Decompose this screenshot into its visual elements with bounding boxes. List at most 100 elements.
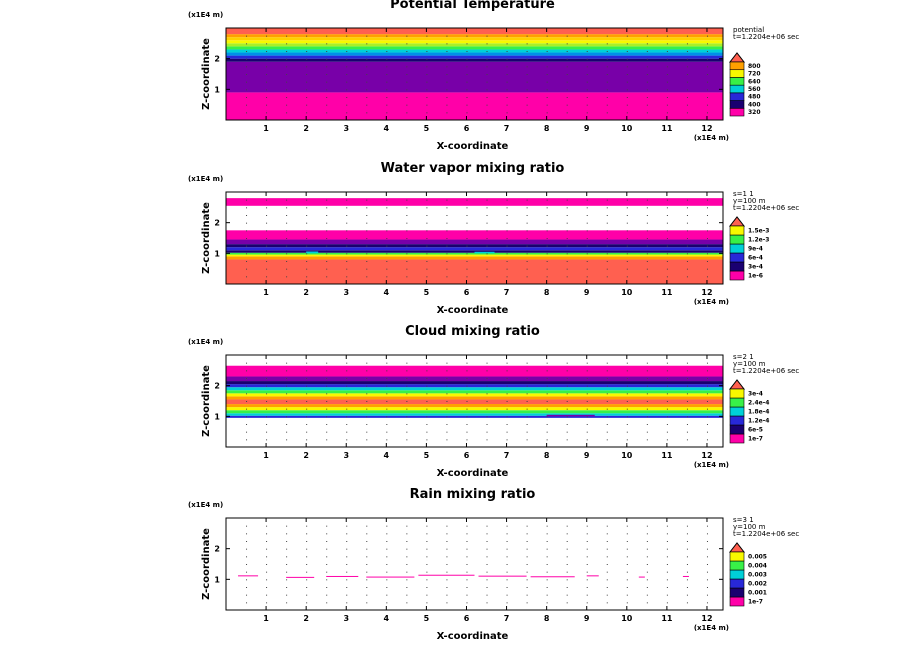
grid-dot	[586, 556, 588, 558]
grid-dot	[506, 602, 508, 604]
grid-dot	[306, 276, 308, 278]
grid-dot	[326, 602, 328, 604]
grid-dot	[566, 261, 568, 262]
grid-dot	[446, 579, 448, 581]
grid-dot	[446, 261, 448, 262]
grid-dot	[626, 393, 628, 395]
grid-dot	[246, 416, 248, 418]
grid-dot	[586, 416, 588, 418]
grid-dot	[246, 199, 248, 201]
grid-dot	[706, 245, 708, 247]
grid-dot	[266, 276, 268, 278]
grid-dot	[686, 525, 688, 527]
grid-dot	[346, 74, 348, 75]
grid-dot	[706, 525, 708, 527]
grid-dot	[426, 268, 428, 270]
grid-dot	[666, 51, 668, 52]
grid-dot	[406, 261, 408, 262]
grid-dot	[426, 276, 428, 278]
grid-dot	[406, 525, 408, 527]
grid-dot	[406, 587, 408, 588]
grid-dot	[266, 548, 268, 550]
grid-dot	[606, 74, 608, 75]
contour-band-9	[226, 230, 723, 240]
grid-dot	[686, 199, 688, 201]
x-tick-label: 11	[661, 288, 673, 297]
grid-dot	[506, 571, 508, 573]
info-line-3: t=1.2204e+06 sec	[733, 530, 799, 538]
x-unit-label: (x1E4 m)	[694, 624, 729, 632]
grid-dot	[646, 548, 648, 550]
grid-dot	[506, 199, 508, 201]
grid-dot	[366, 74, 368, 75]
grid-dot	[606, 579, 608, 581]
grid-dot	[466, 199, 468, 201]
grid-dot	[626, 525, 628, 527]
plot-frame	[225, 191, 724, 285]
grid-dot	[666, 58, 668, 60]
grid-dot	[706, 416, 708, 418]
grid-dot	[326, 43, 328, 45]
y-tick-label: 1	[214, 85, 220, 94]
grid-dot	[326, 230, 328, 232]
x-tick-label: 4	[384, 451, 390, 460]
grid-dot	[426, 89, 428, 91]
grid-dot	[486, 238, 488, 239]
grid-dot	[606, 81, 608, 83]
y-axis-label: Z-coordinate	[201, 528, 212, 600]
grid-dot	[466, 370, 468, 372]
grid-dot	[486, 533, 488, 535]
contour-band-4	[226, 252, 723, 255]
x-tick-label: 4	[384, 124, 390, 133]
grid-dot	[346, 276, 348, 278]
grid-dot	[506, 35, 508, 37]
grid-dot	[386, 602, 388, 604]
grid-dot	[506, 261, 508, 262]
grid-dot	[426, 439, 428, 441]
grid-dot	[466, 74, 468, 75]
x-tick-label: 1	[263, 614, 269, 623]
grid-dot	[286, 362, 288, 364]
y-tick-label: 2	[214, 219, 220, 228]
grid-dot	[626, 579, 628, 581]
grid-dot	[286, 385, 288, 387]
grid-dot	[466, 548, 468, 550]
grid-dot	[246, 587, 248, 588]
grid-dot	[506, 276, 508, 278]
grid-dot	[706, 579, 708, 581]
grid-dot	[266, 261, 268, 262]
grid-dot	[586, 81, 588, 83]
grid-dot	[406, 207, 408, 209]
contour-band-5	[226, 404, 723, 408]
grid-dot	[626, 199, 628, 201]
grid-dot	[646, 222, 648, 224]
grid-dot	[466, 594, 468, 596]
grid-dot	[506, 533, 508, 535]
grid-dot	[406, 533, 408, 535]
grid-dot	[606, 393, 608, 395]
colorbar-label: 640	[748, 78, 761, 85]
grid-dot	[506, 525, 508, 527]
x-axis-label: X-coordinate	[437, 468, 509, 479]
grid-dot	[406, 43, 408, 45]
grid-dot	[346, 199, 348, 201]
grid-dot	[626, 215, 628, 216]
grid-dot	[526, 408, 528, 410]
grid-dot	[686, 51, 688, 52]
grid-dot	[366, 35, 368, 37]
grid-dot	[506, 81, 508, 83]
grid-dot	[606, 51, 608, 52]
grid-dot	[306, 215, 308, 216]
grid-dot	[626, 253, 628, 255]
grid-dot	[666, 439, 668, 441]
grid-dot	[666, 385, 668, 387]
grid-dot	[426, 401, 428, 402]
grid-dot	[446, 408, 448, 410]
grid-dot	[426, 416, 428, 418]
info-line-2: t=1.2204e+06 sec	[733, 33, 799, 41]
grid-dot	[406, 66, 408, 68]
grid-dot	[486, 564, 488, 565]
grid-dot	[306, 58, 308, 60]
grid-dot	[706, 215, 708, 216]
